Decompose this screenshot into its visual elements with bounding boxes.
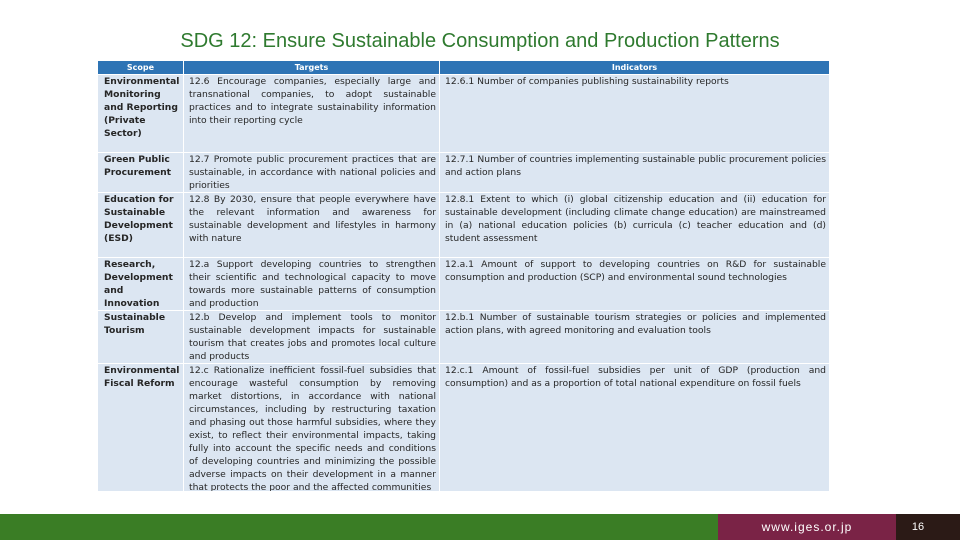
header-scope: Scope bbox=[97, 60, 184, 75]
scope-cell: Education for Sustainable Development (E… bbox=[97, 192, 184, 258]
table-row: Environmental Monitoring and Reporting (… bbox=[97, 74, 829, 153]
target-cell: 12.7 Promote public procurement practice… bbox=[183, 152, 440, 193]
header-targets: Targets bbox=[183, 60, 440, 75]
indicator-cell: 12.7.1 Number of countries implementing … bbox=[439, 152, 829, 193]
target-cell: 12.a Support developing countries to str… bbox=[183, 257, 440, 311]
page-number: 16 bbox=[911, 521, 925, 533]
indicator-cell: 12.b.1 Number of sustainable tourism str… bbox=[439, 310, 829, 364]
indicator-cell: 12.6.1 Number of companies publishing su… bbox=[439, 74, 829, 153]
table-row: Environmental Fiscal Reform 12.c Rationa… bbox=[97, 363, 829, 491]
table-row: Education for Sustainable Development (E… bbox=[97, 192, 829, 258]
table-row: Sustainable Tourism 12.b Develop and imp… bbox=[97, 310, 829, 364]
footer-url-box bbox=[718, 514, 896, 540]
table-row: Research, Development and Innovation 12.… bbox=[97, 257, 829, 311]
scope-cell: Research, Development and Innovation bbox=[97, 257, 184, 311]
indicator-cell: 12.c.1 Amount of fossil-fuel subsidies p… bbox=[439, 363, 829, 491]
page-number-box bbox=[896, 514, 960, 540]
indicator-cell: 12.a.1 Amount of support to developing c… bbox=[439, 257, 829, 311]
table-row: Green Public Procurement 12.7 Promote pu… bbox=[97, 152, 829, 193]
sdg12-table: Scope Targets Indicators Environmental M… bbox=[97, 60, 829, 491]
sdg12-table-container: Scope Targets Indicators Environmental M… bbox=[97, 60, 829, 491]
slide-title: SDG 12: Ensure Sustainable Consumption a… bbox=[180, 30, 780, 52]
header-indicators: Indicators bbox=[439, 60, 829, 75]
scope-cell: Environmental Monitoring and Reporting (… bbox=[97, 74, 184, 153]
scope-cell: Environmental Fiscal Reform bbox=[97, 363, 184, 491]
indicator-cell: 12.8.1 Extent to which (i) global citize… bbox=[439, 192, 829, 258]
target-cell: 12.c Rationalize inefficient fossil-fuel… bbox=[183, 363, 440, 491]
table-header-row: Scope Targets Indicators bbox=[97, 60, 829, 75]
target-cell: 12.8 By 2030, ensure that people everywh… bbox=[183, 192, 440, 258]
target-cell: 12.6 Encourage companies, especially lar… bbox=[183, 74, 440, 153]
scope-cell: Sustainable Tourism bbox=[97, 310, 184, 364]
target-cell: 12.b Develop and implement tools to moni… bbox=[183, 310, 440, 364]
scope-cell: Green Public Procurement bbox=[97, 152, 184, 193]
footer-url[interactable]: www.iges.or.jp bbox=[761, 520, 853, 534]
